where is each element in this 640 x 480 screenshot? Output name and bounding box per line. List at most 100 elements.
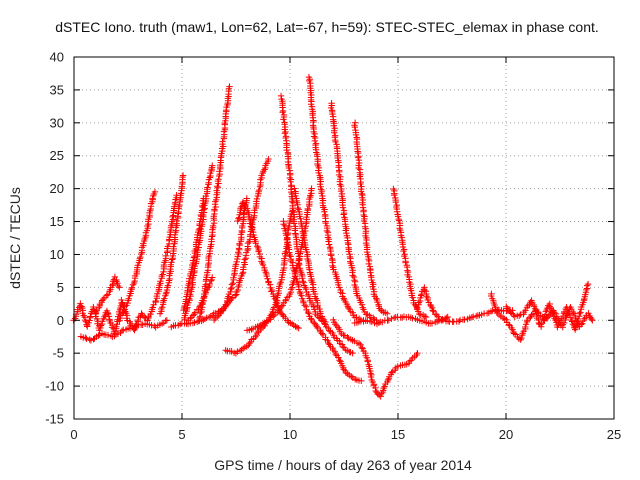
x-tick-label: 10 — [283, 427, 297, 442]
data-point — [365, 260, 372, 268]
data-point — [132, 322, 139, 329]
data-point — [212, 203, 219, 211]
data-point — [283, 236, 290, 244]
data-point — [331, 129, 338, 136]
data-point — [340, 211, 347, 218]
data-point — [207, 277, 215, 285]
data-point — [114, 280, 121, 287]
data-point — [205, 314, 213, 321]
data-point — [134, 262, 142, 269]
data-point — [290, 267, 298, 274]
data-point — [168, 259, 175, 266]
data-point — [421, 313, 429, 320]
data-point — [574, 315, 582, 323]
data-point — [176, 201, 183, 209]
data-series — [351, 306, 516, 328]
data-series — [144, 192, 180, 324]
data-point — [231, 292, 239, 299]
data-point — [152, 297, 159, 305]
data-point — [360, 306, 367, 313]
data-point — [318, 190, 325, 197]
data-point — [367, 269, 374, 276]
data-series — [185, 274, 216, 324]
data-point — [194, 231, 201, 239]
data-point — [394, 213, 402, 220]
data-series — [156, 172, 187, 317]
data-point — [119, 309, 126, 317]
data-point — [120, 306, 128, 314]
data-point — [190, 254, 198, 261]
data-point — [293, 323, 301, 331]
data-point — [525, 315, 533, 322]
y-axis-title: dSTEC / TECUs — [7, 187, 23, 289]
data-point — [288, 320, 296, 328]
y-tick-label: 25 — [50, 148, 64, 163]
data-point — [298, 292, 305, 299]
data-point — [581, 315, 588, 322]
data-point — [351, 123, 359, 131]
data-point — [194, 246, 201, 254]
data-point — [200, 206, 207, 213]
data-point — [282, 128, 289, 136]
data-point — [200, 294, 207, 302]
data-point — [173, 217, 181, 225]
data-series — [330, 316, 421, 400]
data-point — [577, 309, 584, 316]
data-point — [138, 310, 145, 317]
data-point — [299, 229, 307, 237]
data-point — [429, 307, 436, 314]
data-point — [186, 291, 194, 298]
data-point — [209, 274, 216, 281]
data-point — [353, 314, 360, 321]
y-tick-label: 10 — [50, 247, 64, 262]
data-point — [517, 336, 524, 343]
x-tick-label: 0 — [70, 427, 77, 442]
data-point — [577, 321, 585, 328]
data-point — [391, 191, 398, 199]
data-point — [286, 174, 294, 182]
data-point — [125, 297, 132, 304]
data-point — [195, 306, 202, 313]
data-point — [545, 312, 553, 319]
data-point — [421, 286, 428, 294]
data-point — [307, 315, 315, 322]
data-point — [228, 281, 236, 288]
data-point — [310, 133, 318, 140]
data-point — [368, 276, 375, 284]
data-series — [92, 273, 123, 317]
y-tick-label: 0 — [57, 313, 64, 328]
data-point — [100, 295, 107, 303]
data-point — [197, 309, 204, 317]
data-point — [186, 295, 193, 303]
data-point — [392, 198, 399, 206]
data-point — [259, 261, 267, 269]
data-point — [193, 318, 201, 325]
data-point — [286, 251, 293, 259]
data-point — [157, 278, 164, 285]
data-point — [438, 316, 445, 324]
data-series — [291, 185, 356, 357]
x-tick-label: 25 — [607, 427, 621, 442]
data-point — [255, 186, 263, 194]
data-point — [204, 184, 211, 191]
data-point — [417, 292, 425, 299]
data-point — [298, 225, 306, 232]
data-point — [308, 185, 315, 192]
data-point — [394, 363, 401, 370]
data-point — [293, 245, 301, 253]
data-point — [422, 313, 430, 321]
data-point — [487, 308, 495, 315]
data-point — [282, 248, 289, 256]
data-point — [306, 76, 313, 83]
y-tick-label: 40 — [50, 50, 64, 65]
data-series — [116, 188, 159, 324]
data-point — [241, 259, 248, 266]
data-point — [325, 327, 333, 334]
data-point — [321, 320, 328, 327]
data-point — [263, 318, 270, 325]
data-point — [487, 292, 495, 300]
data-point — [114, 282, 122, 290]
data-point — [324, 324, 332, 332]
data-point — [469, 313, 477, 320]
